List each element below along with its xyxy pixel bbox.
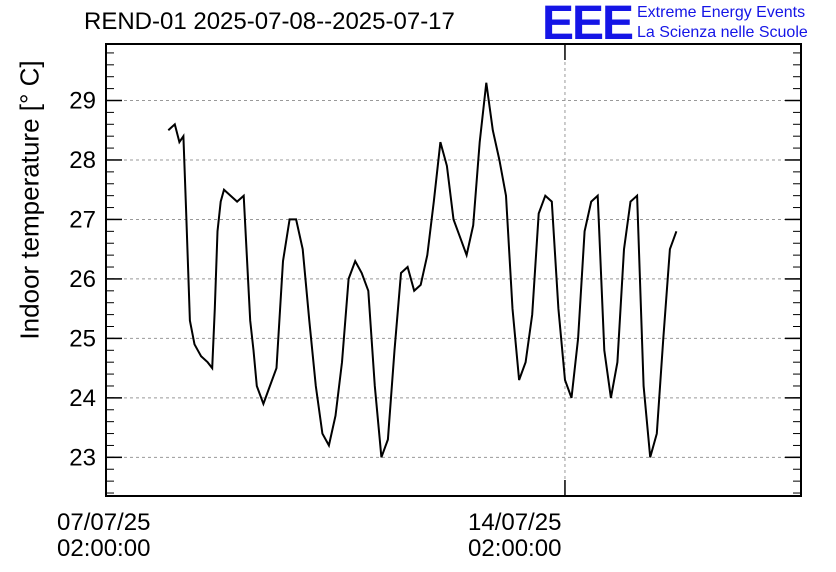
y-tick-label: 23 bbox=[69, 444, 96, 471]
grid-lines bbox=[105, 44, 801, 496]
y-tick-label: 27 bbox=[69, 206, 96, 233]
x-tick-time: 02:00:00 bbox=[468, 535, 562, 562]
plot-frame bbox=[105, 43, 802, 497]
y-tick-label: 25 bbox=[69, 325, 96, 352]
x-tick-time: 02:00:00 bbox=[57, 535, 151, 562]
x-tick-label-1: 14/07/25 02:00:00 bbox=[468, 510, 561, 562]
x-tick-label-0: 07/07/25 02:00:00 bbox=[57, 510, 150, 562]
x-tick-date: 14/07/25 bbox=[468, 509, 562, 536]
x-tick-date: 07/07/25 bbox=[57, 509, 151, 536]
org-name: Extreme Energy Events La Scienza nelle S… bbox=[637, 3, 808, 43]
y-tick-label: 24 bbox=[69, 385, 96, 412]
y-tick-label: 28 bbox=[69, 147, 96, 174]
eee-logo: EEE bbox=[542, 0, 634, 50]
y-tick-label: 26 bbox=[69, 266, 96, 293]
org-line-1: Extreme Energy Events bbox=[637, 4, 806, 21]
org-line-2: La Scienza nelle Scuole bbox=[637, 24, 808, 41]
axis-ticks bbox=[105, 44, 801, 496]
chart-title: REND-01 2025-07-08--2025-07-17 bbox=[84, 8, 455, 35]
y-tick-label: 29 bbox=[69, 88, 96, 115]
y-axis-label: Indoor temperature [° C] bbox=[14, 60, 45, 340]
y-tick-labels: 23 24 25 26 27 28 29 bbox=[69, 88, 96, 472]
temperature-series-line bbox=[167, 82, 678, 458]
